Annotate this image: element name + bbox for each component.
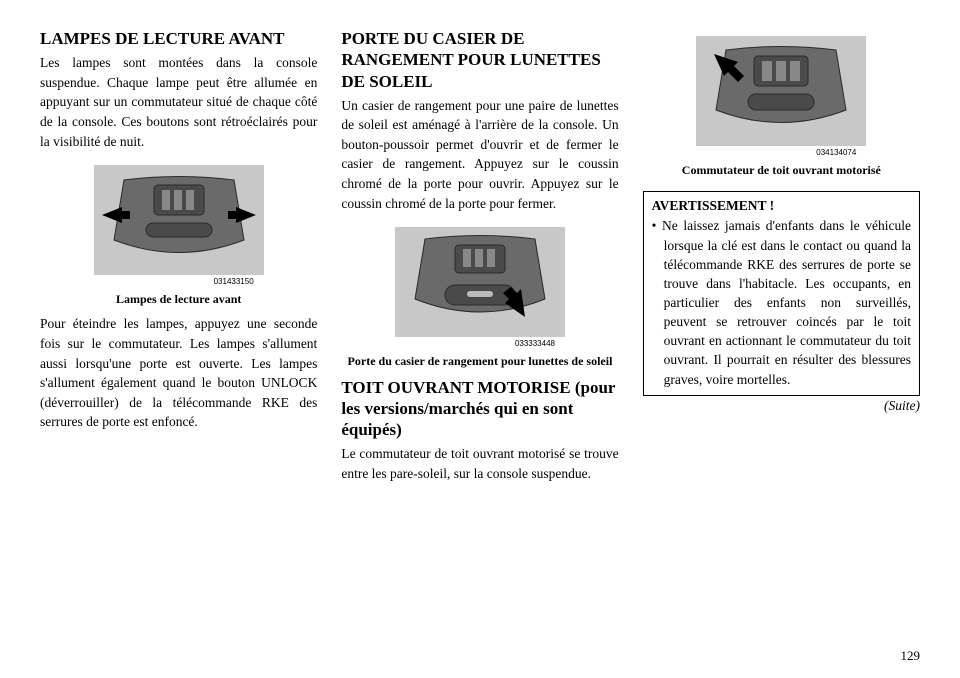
para-reading-lamps-1: Les lampes sont montées dans la console … [40,53,317,151]
para-sunglass-1: Un casier de rangement pour une paire de… [341,96,618,213]
warning-title: AVERTISSEMENT ! [652,198,911,214]
para-sunroof-1: Le commutateur de toit ouvrant mo­torisé… [341,444,618,483]
figure-reading-lamps: 031433150 [94,165,264,286]
figure-sunroof-switch: 034134074 [696,36,866,157]
caption-sunglass-bin: Porte du casier de rangement pour lunett… [341,354,618,368]
figure-sunglass-bin: 033333448 [395,227,565,348]
heading-sunglass-bin: PORTE DU CASIER DE RANGEMENT POUR LUNETT… [341,28,618,92]
caption-sunroof-switch: Commutateur de toit ouvrant motorisé [643,163,920,177]
caption-reading-lamps: Lampes de lecture avant [40,292,317,306]
para-reading-lamps-2: Pour éteindre les lampes, appuyez une se… [40,314,317,431]
figure-ref-3: 034134074 [696,148,866,157]
page-number: 129 [901,648,921,664]
figure-ref-2: 033333448 [395,339,565,348]
heading-reading-lamps: LAMPES DE LECTURE AVANT [40,28,317,49]
suite-label: (Suite) [643,398,920,414]
figure-ref-1: 031433150 [94,277,264,286]
warning-box: AVERTISSEMENT ! Ne laissez jamais d'enfa… [643,191,920,395]
warning-item-1: Ne laissez jamais d'enfants dans le véhi… [664,216,911,388]
heading-sunroof: TOIT OUVRANT MOTORISE (pour les versions… [341,377,618,441]
